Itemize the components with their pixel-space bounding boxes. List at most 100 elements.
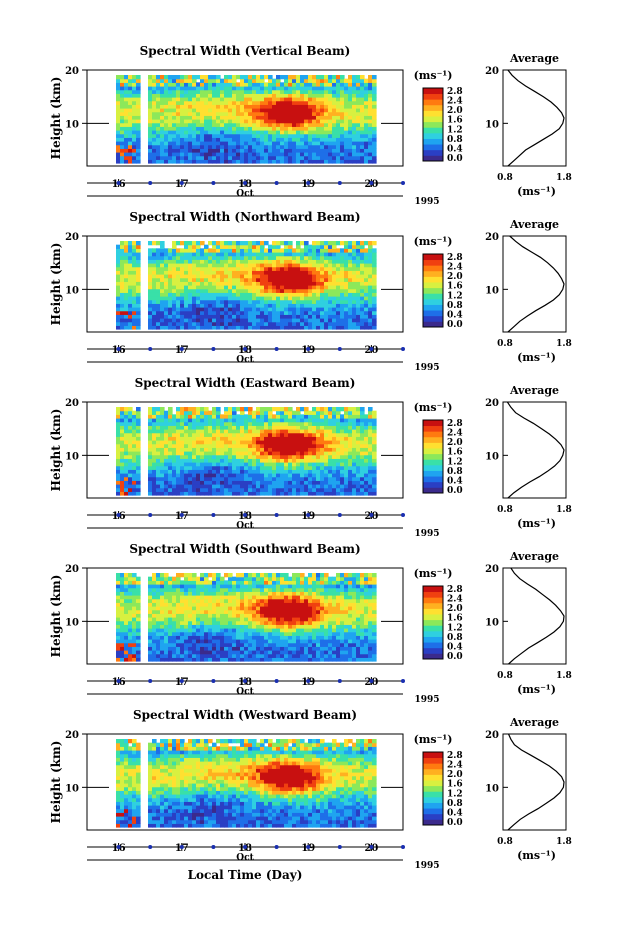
- heatmap-cell: [332, 148, 337, 153]
- heatmap-cell: [200, 270, 205, 275]
- heatmap-cell: [116, 473, 121, 478]
- heatmap-cell: [172, 414, 177, 419]
- heatmap-cell: [204, 86, 209, 91]
- time-marker: [274, 181, 279, 185]
- heatmap-cell: [132, 414, 137, 419]
- heatmap-cell: [344, 155, 349, 160]
- heatmap-cell: [316, 144, 321, 149]
- heatmap-cell: [340, 274, 345, 279]
- heatmap-cell: [232, 255, 237, 260]
- heatmap-cell: [232, 491, 237, 496]
- heatmap-cell: [116, 469, 121, 474]
- heatmap-cell: [132, 443, 137, 448]
- heatmap-cell: [124, 598, 129, 603]
- heatmap-cell: [224, 410, 229, 415]
- heatmap-cell: [296, 89, 301, 94]
- heatmap-cell: [180, 133, 185, 138]
- heatmap-cell: [356, 451, 361, 456]
- heatmap-cell: [204, 281, 209, 286]
- heatmap-cell: [192, 473, 197, 478]
- heatmap-cell: [124, 653, 129, 658]
- heatmap-cell: [308, 159, 313, 164]
- heatmap-cell: [332, 133, 337, 138]
- heatmap-cell: [128, 321, 133, 326]
- heatmap-cell: [228, 292, 233, 297]
- heatmap-cell: [240, 447, 245, 452]
- heatmap-cell: [212, 447, 217, 452]
- heatmap-cell: [148, 270, 153, 275]
- heatmap-cell: [160, 119, 165, 124]
- heatmap-cell: [164, 318, 169, 323]
- heatmap-cell: [340, 122, 345, 127]
- heatmap-cell: [268, 310, 273, 315]
- heatmap-cell: [272, 292, 277, 297]
- heatmap-cell: [244, 476, 249, 481]
- heatmap-cell: [120, 263, 125, 268]
- heatmap-cell: [248, 89, 253, 94]
- heatmap-cell: [156, 310, 161, 315]
- heatmap-cell: [336, 100, 341, 105]
- heatmap-cell: [368, 473, 373, 478]
- heatmap-cell: [288, 144, 293, 149]
- heatmap-cell: [136, 487, 141, 492]
- heatmap-cell: [120, 89, 125, 94]
- heatmap-cell: [364, 429, 369, 434]
- heatmap-cell: [224, 429, 229, 434]
- heatmap-cell: [228, 285, 233, 290]
- heatmap-cell: [240, 281, 245, 286]
- heatmap-cell: [164, 432, 169, 437]
- heatmap-cell: [232, 465, 237, 470]
- heatmap-cell: [332, 159, 337, 164]
- heatmap-cell: [280, 104, 285, 109]
- heatmap-cell: [160, 584, 165, 589]
- heatmap-cell: [236, 476, 241, 481]
- heatmap-cell: [320, 133, 325, 138]
- heatmap-cell: [176, 314, 181, 319]
- colorbar-segment: [423, 315, 443, 322]
- heatmap-cell: [260, 288, 265, 293]
- heatmap-cell: [260, 480, 265, 485]
- heatmap-cell: [164, 148, 169, 153]
- heatmap-cell: [308, 152, 313, 157]
- heatmap-cell: [148, 93, 153, 98]
- heatmap-cell: [244, 432, 249, 437]
- heatmap-cell: [312, 89, 317, 94]
- heatmap-cell: [268, 407, 273, 412]
- heatmap-cell: [120, 410, 125, 415]
- heatmap-cell: [268, 318, 273, 323]
- heatmap-cell: [116, 119, 121, 124]
- heatmap-cell: [180, 414, 185, 419]
- heatmap-cell: [312, 318, 317, 323]
- heatmap-cell: [292, 418, 297, 423]
- heatmap-cell: [208, 152, 213, 157]
- heatmap-cell: [124, 425, 129, 430]
- heatmap-cell: [148, 584, 153, 589]
- heatmap-cell: [240, 133, 245, 138]
- heatmap-cell: [120, 454, 125, 459]
- heatmap-cell: [364, 111, 369, 116]
- heatmap-cell: [352, 480, 357, 485]
- heatmap-cell: [184, 451, 189, 456]
- heatmap-cell: [116, 122, 121, 127]
- heatmap-cell: [196, 296, 201, 301]
- heatmap-cell: [360, 425, 365, 430]
- heatmap-cell: [208, 119, 213, 124]
- time-marker: [243, 347, 247, 351]
- colorbar-segment: [423, 436, 443, 443]
- heatmap-cell: [164, 451, 169, 456]
- heatmap-cell: [124, 487, 129, 492]
- heatmap-cell: [348, 487, 353, 492]
- heatmap-cell: [320, 421, 325, 426]
- heatmap-cell: [136, 93, 141, 98]
- heatmap-cell: [348, 285, 353, 290]
- heatmap-cell: [300, 407, 305, 412]
- heatmap-cell: [360, 119, 365, 124]
- heatmap-cell: [128, 126, 133, 131]
- heatmap-cell: [156, 314, 161, 319]
- heatmap-cell: [244, 443, 249, 448]
- heatmap-cell: [148, 119, 153, 124]
- heatmap-cell: [288, 451, 293, 456]
- heatmap-cell: [264, 447, 269, 452]
- heatmap-cell: [156, 591, 161, 596]
